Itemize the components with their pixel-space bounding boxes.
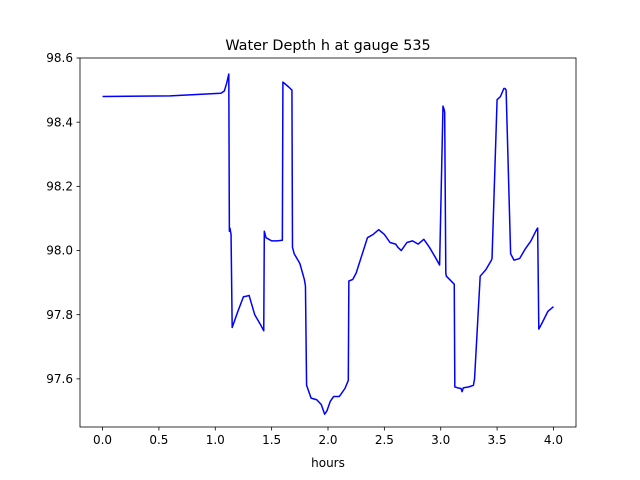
chart-title: Water Depth h at gauge 535 — [225, 38, 430, 54]
y-tick-label: 98.2 — [46, 180, 73, 194]
x-axis: 0.0 0.5 1.0 1.5 2.0 2.5 3.0 3.5 4.0 — [93, 427, 563, 447]
series-line-0 — [102, 73, 554, 415]
x-tick-label: 0.0 — [93, 433, 112, 447]
x-axis-label: hours — [311, 456, 345, 470]
y-tick-label: 98.0 — [46, 244, 73, 258]
y-tick-label: 98.4 — [46, 115, 73, 129]
x-tick-label: 2.5 — [375, 433, 394, 447]
x-tick-label: 0.5 — [149, 433, 168, 447]
x-tick-label: 3.5 — [488, 433, 507, 447]
x-tick-label: 1.5 — [262, 433, 281, 447]
y-tick-label: 97.6 — [46, 372, 73, 386]
x-tick-label: 1.0 — [206, 433, 225, 447]
x-tick-label: 4.0 — [544, 433, 563, 447]
y-tick-label: 97.8 — [46, 308, 73, 322]
y-axis: 97.6 97.8 98.0 98.2 98.4 98.6 — [46, 51, 80, 386]
x-tick-label: 2.0 — [318, 433, 337, 447]
x-tick-label: 3.0 — [431, 433, 450, 447]
y-tick-label: 98.6 — [46, 51, 73, 65]
